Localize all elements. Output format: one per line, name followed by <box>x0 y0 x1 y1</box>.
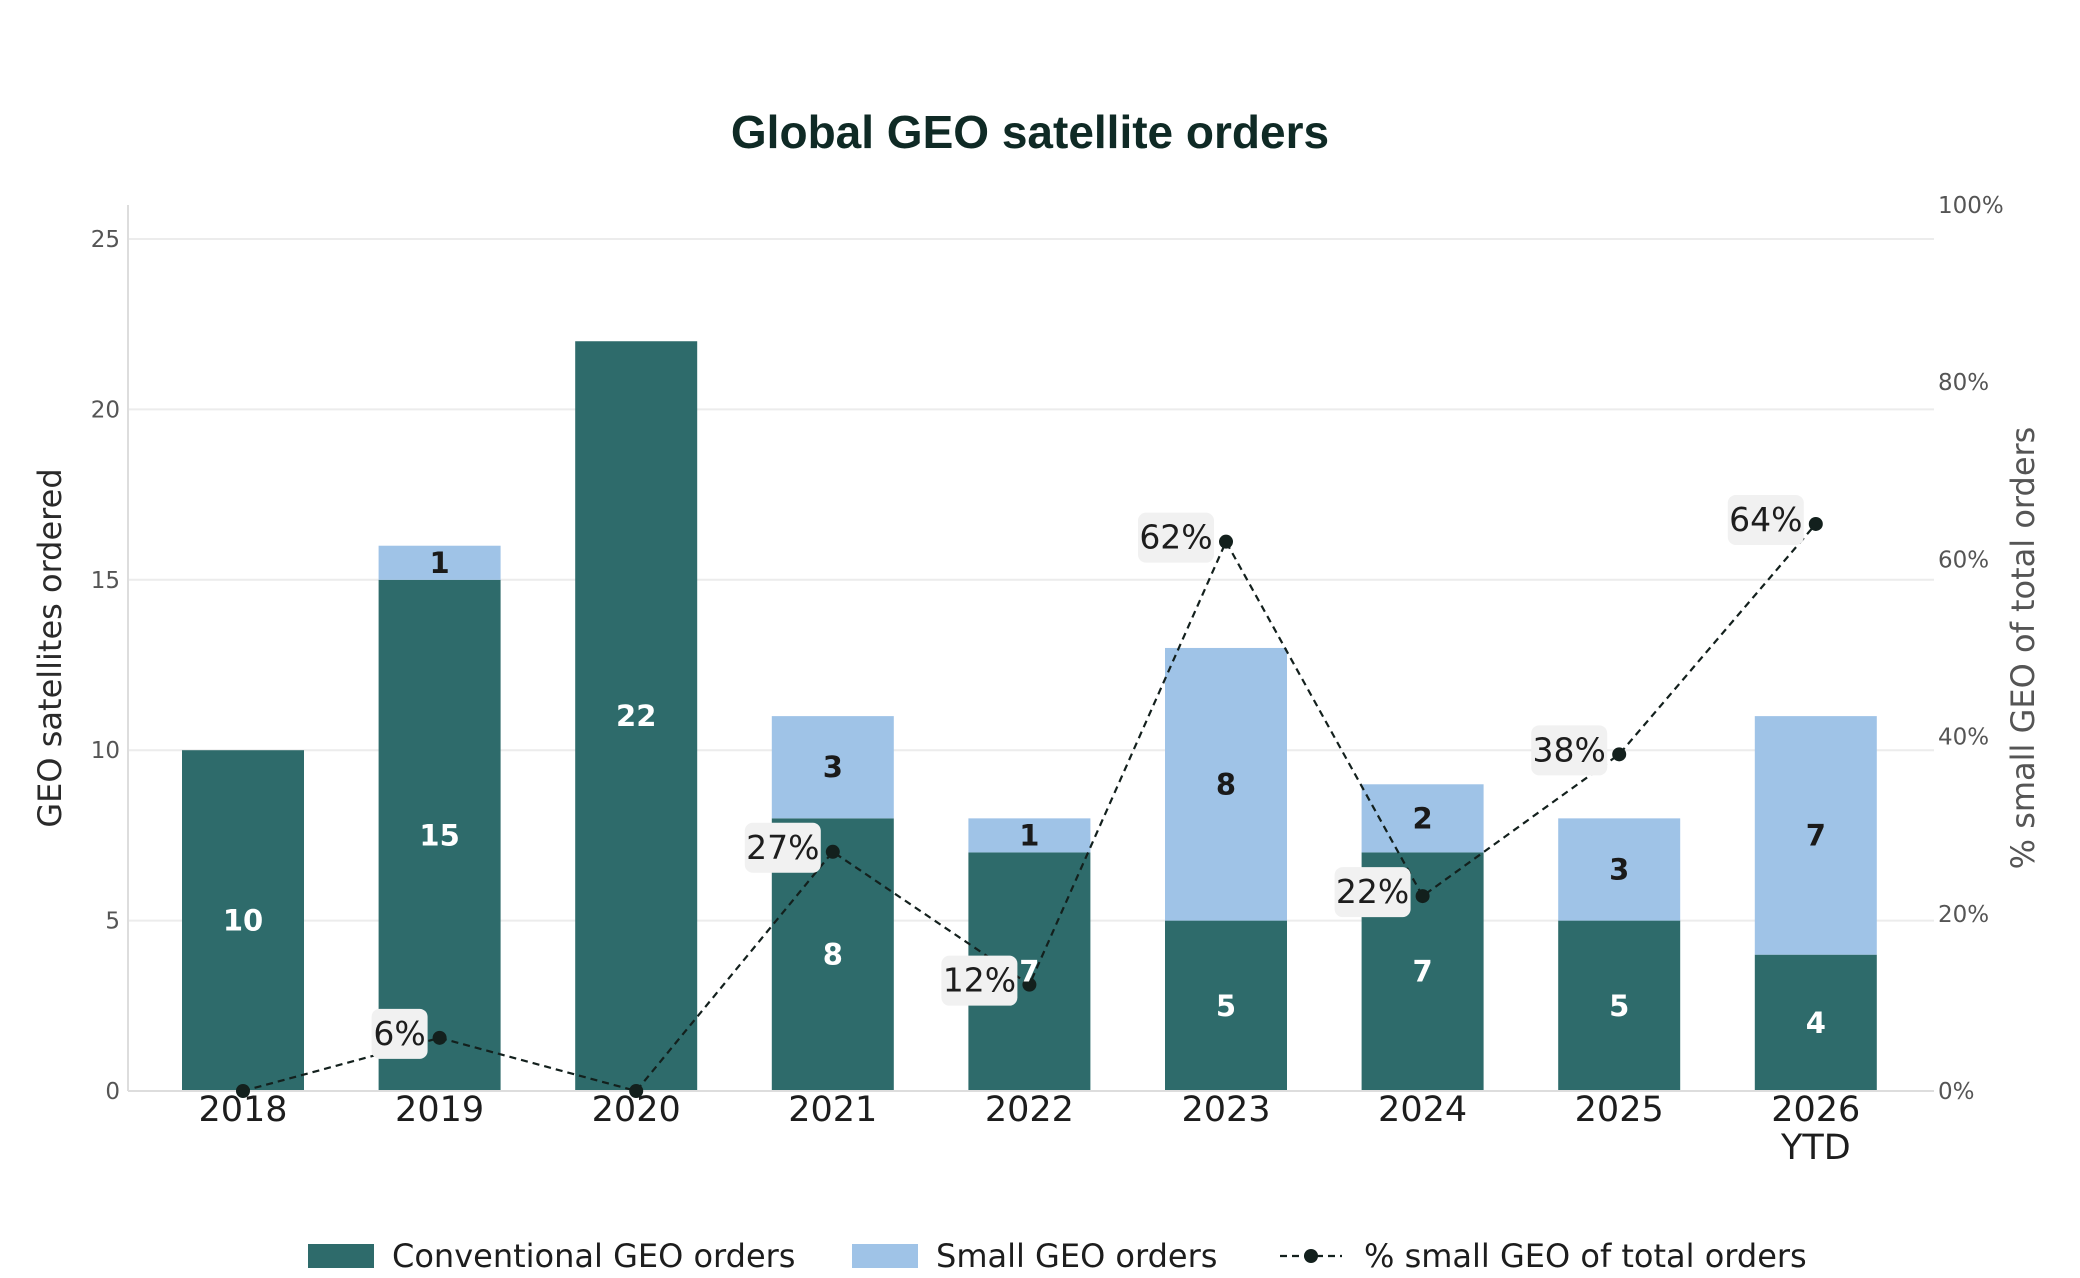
bar-label-conventional: 10 <box>223 904 263 938</box>
y2-tick-label: 60% <box>1938 547 1989 573</box>
y-tick-label: 25 <box>91 227 120 253</box>
pct-label-box <box>941 955 1018 1006</box>
pct-point <box>825 844 840 859</box>
bar-conventional <box>1754 954 1877 1091</box>
y2-tick-label: 20% <box>1938 902 1989 928</box>
bar-label-conventional: 8 <box>823 938 843 972</box>
pct-label-box <box>1727 494 1804 545</box>
bar-small <box>771 716 894 819</box>
pct-label-box <box>371 1008 428 1059</box>
y2-tick-label: 40% <box>1938 725 1989 751</box>
bar-label-small: 7 <box>1806 818 1826 852</box>
y-tick-label: 0 <box>105 1079 120 1105</box>
pct-label-box <box>1531 725 1608 776</box>
x-tick-line: 2022 <box>985 1090 1074 1130</box>
bar-small <box>1754 716 1877 955</box>
y2-tick-label: 80% <box>1938 370 1989 396</box>
y-axis-title: GEO satellites ordered <box>31 468 69 827</box>
bar-label-small: 8 <box>1216 767 1236 801</box>
bar-small <box>1165 647 1287 921</box>
x-tick-line: 2019 <box>395 1090 484 1130</box>
pct-point <box>1808 516 1823 531</box>
bar-label-small: 2 <box>1413 801 1433 835</box>
pct-label: 64% <box>1729 500 1802 539</box>
bar-small <box>378 545 501 580</box>
pct-label: 38% <box>1533 730 1606 769</box>
pct-label-box <box>744 822 821 873</box>
pct-label: 6% <box>373 1014 425 1053</box>
legend-swatch-pct-point <box>1304 1249 1318 1263</box>
pct-point <box>236 1084 250 1098</box>
x-tick-label: 2024 <box>1378 1090 1467 1130</box>
bar-conventional <box>378 579 501 1091</box>
bar-label-small: 3 <box>1609 852 1629 886</box>
bar-small <box>968 818 1091 853</box>
x-tick-line: 2025 <box>1575 1090 1664 1130</box>
x-tick-line: 2024 <box>1378 1090 1467 1130</box>
pct-label: 27% <box>746 828 819 867</box>
bar-conventional <box>182 750 304 1091</box>
legend-label-conventional: Conventional GEO orders <box>392 1237 795 1275</box>
pct-point <box>1219 534 1233 549</box>
bar-label-conventional: 5 <box>1216 989 1236 1023</box>
pct-label: 22% <box>1336 872 1409 911</box>
y-tick-label: 15 <box>91 568 120 594</box>
pct-label: 12% <box>943 961 1016 1000</box>
y2-tick-label: 0% <box>1938 1079 1975 1105</box>
x-tick-line: 2026 <box>1771 1090 1860 1130</box>
pct-label-box <box>1138 512 1214 563</box>
y-tick-label: 5 <box>105 909 120 935</box>
bar-conventional <box>575 341 698 1091</box>
x-tick-line: 2023 <box>1181 1090 1270 1130</box>
pct-label-box <box>1334 867 1411 918</box>
x-tick-label: 2025 <box>1575 1090 1664 1130</box>
bar-label-conventional: 15 <box>419 818 459 852</box>
pct-label: 62% <box>1139 518 1212 557</box>
legend-swatch-conventional <box>308 1244 374 1268</box>
x-tick-label: 2026 YTD <box>1771 1090 1860 1168</box>
bar-small <box>1558 818 1681 921</box>
pct-point <box>1415 889 1430 904</box>
x-tick-label: 2023 <box>1181 1090 1270 1130</box>
legend-swatch-small <box>852 1244 918 1268</box>
legend-label-pct: % small GEO of total orders <box>1364 1237 1807 1275</box>
x-tick-label: 2022 <box>985 1090 1074 1130</box>
bar-label-conventional: 22 <box>616 699 656 733</box>
y2-tick-label: 100% <box>1938 193 2004 219</box>
pct-point <box>432 1030 447 1045</box>
bar-label-small: 3 <box>823 750 843 784</box>
x-tick-label: 2019 <box>395 1090 484 1130</box>
pct-point <box>629 1084 644 1098</box>
bar-label-conventional: 7 <box>1019 955 1039 989</box>
y2-axis-title: % small GEO of total orders <box>2004 427 2042 870</box>
pct-point <box>1612 747 1627 762</box>
bar-small <box>1361 784 1484 853</box>
y-tick-label: 20 <box>91 397 120 423</box>
legend-label-small: Small GEO orders <box>936 1237 1217 1275</box>
chart-title: Global GEO satellite orders <box>731 106 1329 158</box>
y-tick-label: 10 <box>91 738 120 764</box>
bar-label-conventional: 7 <box>1413 955 1433 989</box>
bar-conventional <box>1165 920 1287 1091</box>
bar-label-conventional: 5 <box>1609 989 1629 1023</box>
bar-label-small: 1 <box>1019 818 1039 852</box>
bar-label-conventional: 4 <box>1806 1006 1826 1040</box>
bar-label-small: 1 <box>430 546 450 580</box>
x-tick-line: YTD <box>1780 1128 1851 1168</box>
bar-conventional <box>1558 920 1681 1091</box>
pct-point <box>1022 977 1037 992</box>
x-tick-line: 2021 <box>788 1090 877 1130</box>
x-tick-label: 2021 <box>788 1090 877 1130</box>
